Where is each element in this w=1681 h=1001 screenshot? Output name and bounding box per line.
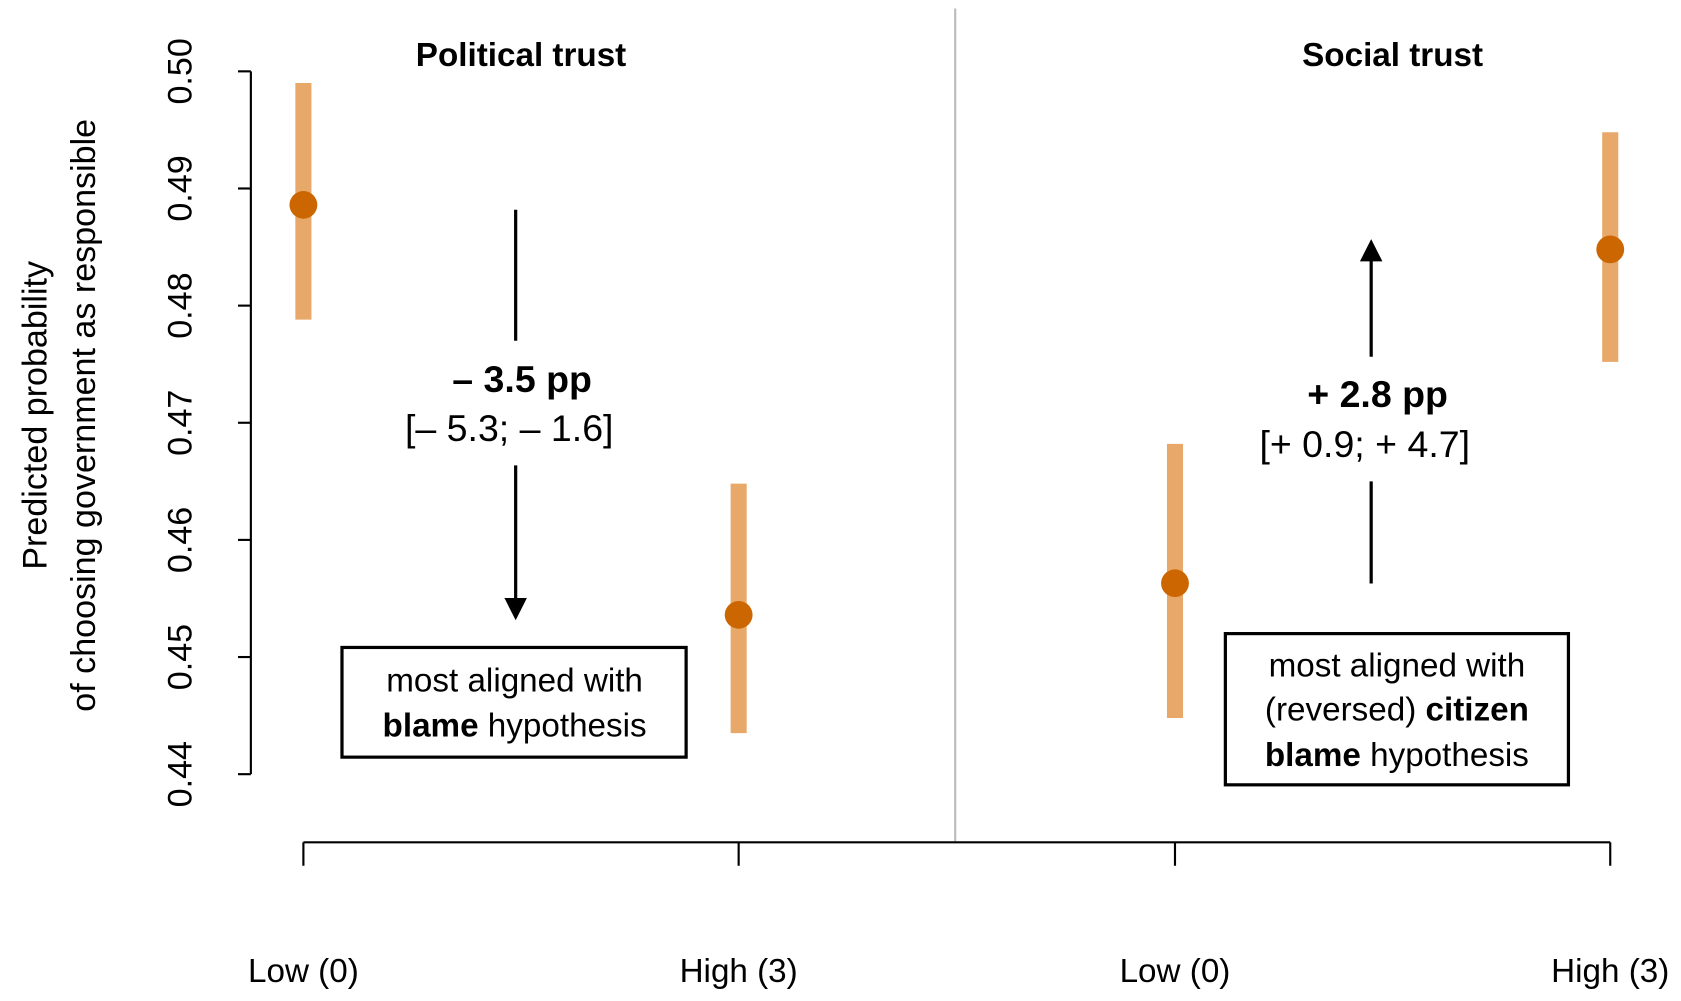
x-tick-label: Low (0) [1120,953,1231,990]
y-tick-label: 0.47 [161,390,199,456]
interval-label: [+ 0.9; + 4.7] [1259,423,1470,465]
effect-label: + 2.8 pp [1307,373,1448,415]
box-text-run: hypothesis [1361,737,1529,774]
box-text-run: hypothesis [479,707,647,744]
annotation-box [1223,632,1571,787]
box-text-run: citizen [1426,691,1529,728]
y-tick-label: 0.49 [161,155,199,221]
box-text-run: (reversed) [1265,691,1426,728]
x-tick-label: High (3) [1551,953,1669,990]
y-tick-label: 0.50 [161,38,199,104]
y-tick-label: 0.44 [161,741,199,807]
y-axis-label: of choosing government as responsible [65,119,103,712]
point [1596,235,1625,264]
y-tick-label: 0.46 [161,507,199,573]
interval-label: [– 5.3; – 1.6] [405,407,613,449]
y-axis-label: Predicted probability [16,260,54,570]
panel-title: Political trust [416,37,626,74]
box-text-run: blame [383,707,479,744]
annotation-box [340,645,688,759]
box-text: blame hypothesis [383,707,647,744]
y-tick-label: 0.45 [161,624,199,690]
box-text-run: most aligned with [386,662,643,699]
y-tick-label: 0.48 [161,272,199,338]
panel-title: Social trust [1302,37,1483,74]
box-text: blame hypothesis [1265,737,1529,774]
x-tick-label: High (3) [680,953,798,990]
x-tick-label: Low (0) [248,953,359,990]
point [724,601,753,629]
point [1161,569,1189,598]
point [289,191,318,219]
box-text-run: most aligned with [1269,648,1526,685]
box-text-run: blame [1265,737,1361,774]
box-text: most aligned with [1269,648,1526,685]
effect-label: – 3.5 pp [452,358,592,400]
box-text: most aligned with [386,662,643,699]
box-text: (reversed) citizen [1265,691,1529,728]
